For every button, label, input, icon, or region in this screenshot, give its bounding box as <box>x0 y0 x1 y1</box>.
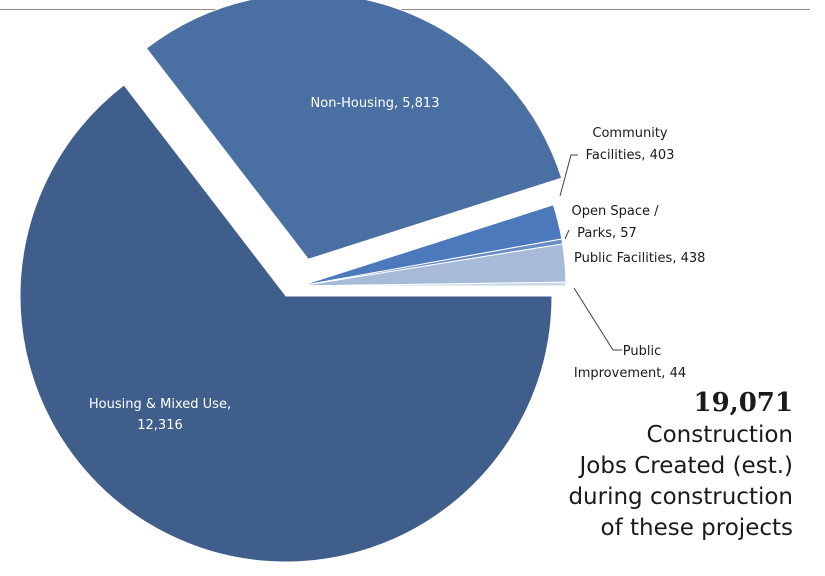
label-non-housing: Non-Housing, 5,813 <box>311 96 440 111</box>
summary-line-4: of these projects <box>600 515 793 541</box>
jobs-summary: 19,071 Construction Jobs Created (est.) … <box>568 386 793 544</box>
summary-line-1: Construction <box>646 422 793 448</box>
leader-open-space <box>564 229 570 240</box>
label-public-facilities: Public Facilities, 438 <box>574 251 705 266</box>
label-open-space-1: Open Space / <box>572 204 660 219</box>
top-rule <box>0 9 810 10</box>
label-housing-name: Housing & Mixed Use, <box>89 397 231 412</box>
summary-line-2: Jobs Created (est.) <box>579 453 794 479</box>
leader-public-improvement <box>573 287 622 351</box>
label-public-improvement-2: Improvement, 44 <box>574 366 686 381</box>
leader-community-facilities <box>559 154 578 197</box>
jobs-total: 19,071 <box>693 388 793 418</box>
pie-slice-housing-mixed-use <box>19 84 553 563</box>
label-public-improvement-1: Public <box>623 344 661 359</box>
summary-line-3: during construction <box>568 484 793 510</box>
label-housing-value: 12,316 <box>137 418 183 433</box>
label-community-facilities-2: Facilities, 403 <box>586 148 675 163</box>
label-open-space-2: Parks, 57 <box>577 226 637 241</box>
pie-slice-non-housing <box>145 0 563 260</box>
label-community-facilities-1: Community <box>592 126 668 141</box>
pie-slice-public-improvement <box>299 281 567 287</box>
